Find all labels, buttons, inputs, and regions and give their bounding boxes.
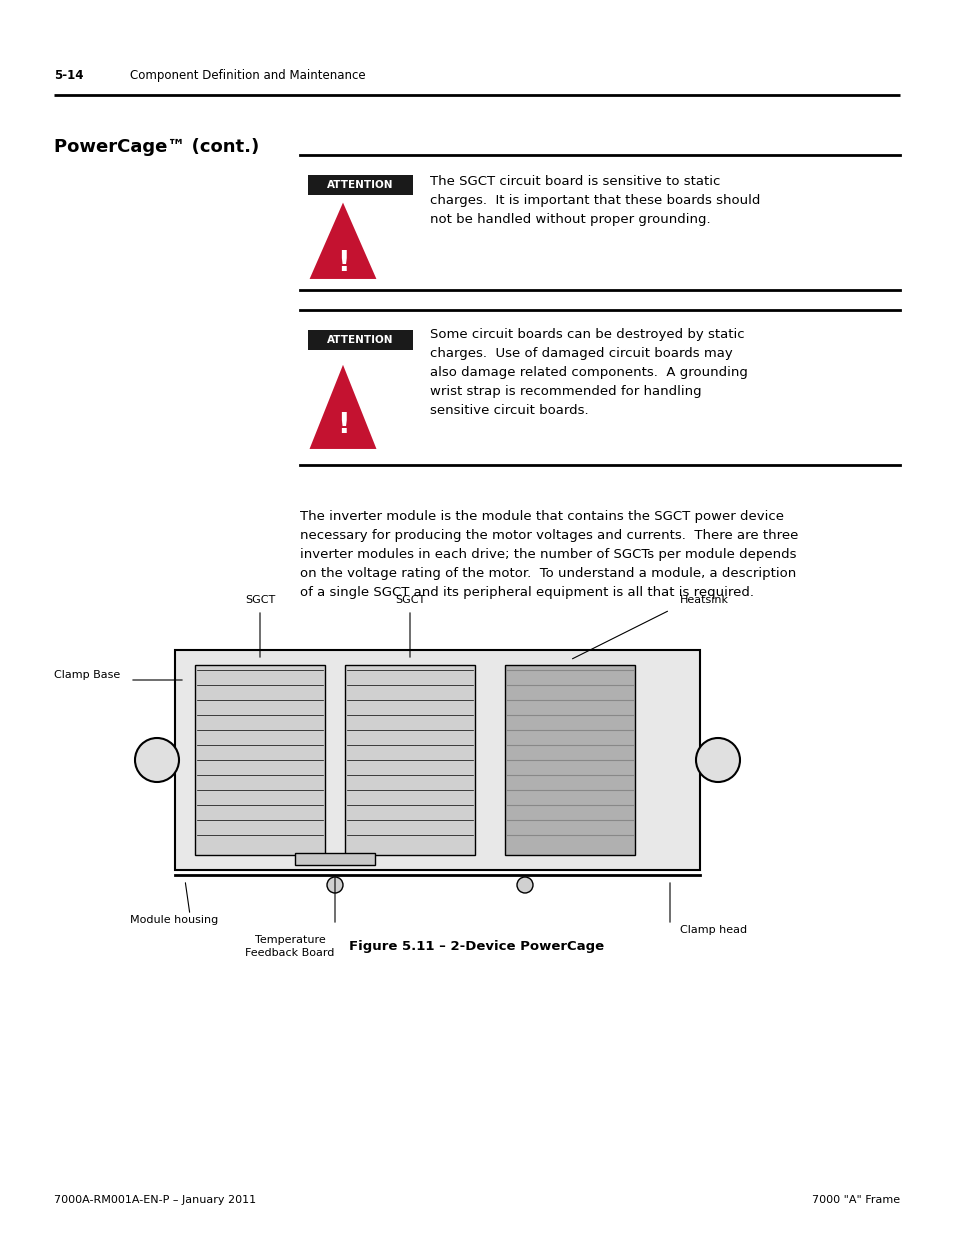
Text: Module housing: Module housing (130, 915, 218, 925)
Polygon shape (308, 362, 377, 450)
Text: !: ! (336, 249, 349, 277)
Text: Component Definition and Maintenance: Component Definition and Maintenance (130, 69, 365, 82)
Text: PowerCage™ (cont.): PowerCage™ (cont.) (54, 138, 259, 156)
FancyBboxPatch shape (308, 175, 413, 195)
Polygon shape (308, 200, 377, 280)
FancyBboxPatch shape (504, 664, 635, 855)
FancyBboxPatch shape (174, 650, 700, 869)
Text: The SGCT circuit board is sensitive to static
charges.  It is important that the: The SGCT circuit board is sensitive to s… (430, 175, 760, 226)
Text: SGCT: SGCT (245, 595, 274, 605)
FancyBboxPatch shape (194, 664, 325, 855)
Text: SGCT: SGCT (395, 595, 425, 605)
Text: 5-14: 5-14 (54, 69, 84, 82)
FancyBboxPatch shape (294, 853, 375, 864)
Text: The inverter module is the module that contains the SGCT power device
necessary : The inverter module is the module that c… (299, 510, 798, 599)
FancyBboxPatch shape (345, 664, 475, 855)
Text: Heatsink: Heatsink (679, 595, 728, 605)
Text: 7000A-RM001A-EN-P – January 2011: 7000A-RM001A-EN-P – January 2011 (54, 1195, 255, 1205)
FancyBboxPatch shape (308, 330, 413, 350)
Circle shape (327, 877, 343, 893)
Text: Clamp head: Clamp head (679, 925, 746, 935)
Circle shape (517, 877, 533, 893)
Text: Some circuit boards can be destroyed by static
charges.  Use of damaged circuit : Some circuit boards can be destroyed by … (430, 329, 747, 417)
Text: 7000 "A" Frame: 7000 "A" Frame (811, 1195, 899, 1205)
Text: Figure 5.11 – 2-Device PowerCage: Figure 5.11 – 2-Device PowerCage (349, 940, 604, 953)
Text: Temperature
Feedback Board: Temperature Feedback Board (245, 935, 335, 958)
Text: ATTENTION: ATTENTION (327, 335, 393, 345)
Circle shape (696, 739, 740, 782)
Circle shape (135, 739, 179, 782)
Text: !: ! (336, 411, 349, 438)
Text: Clamp Base: Clamp Base (54, 671, 120, 680)
Text: ATTENTION: ATTENTION (327, 180, 393, 190)
